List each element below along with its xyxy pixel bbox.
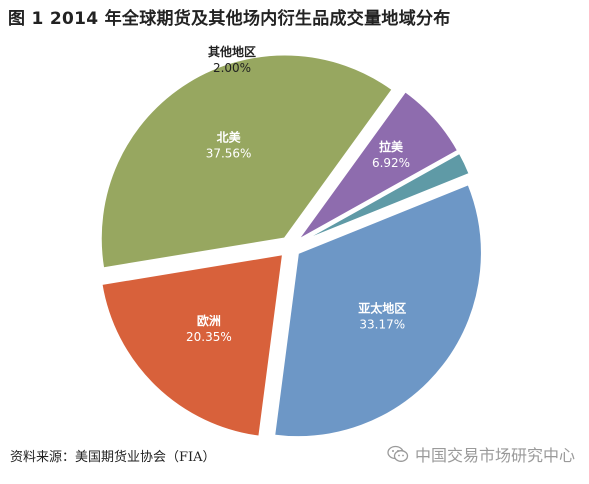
watermark: 中国交易市场研究中心 xyxy=(387,442,575,466)
slice-value-label-4: 6.92% xyxy=(372,156,410,170)
wechat-icon xyxy=(387,445,409,462)
chart-title: 图 1 2014 年全球期货及其他场内衍生品成交量地域分布 xyxy=(8,9,451,29)
source-note: 资料来源：美国期货业协会（FIA） xyxy=(10,450,216,465)
pie-slice-1 xyxy=(273,182,483,439)
slice-name-label-1: 亚太地区 xyxy=(358,300,406,315)
slice-value-label-1: 33.17% xyxy=(359,317,405,331)
watermark-text: 中国交易市场研究中心 xyxy=(414,446,575,465)
slice-name-label-4: 拉美 xyxy=(379,139,404,154)
slice-value-label-3: 37.56% xyxy=(206,147,252,161)
pie-slice-2 xyxy=(100,252,285,438)
slice-name-label-3: 北美 xyxy=(217,130,242,145)
pie-slice-4 xyxy=(296,89,460,242)
pie-slice-3 xyxy=(99,53,394,270)
slice-name-label-2: 欧洲 xyxy=(197,313,221,328)
slice-value-label-2: 20.35% xyxy=(186,330,232,344)
pie-slice-5 xyxy=(298,151,471,244)
slice-name-label-5: 其他地区 xyxy=(208,44,256,59)
slice-value-label-5: 2.00% xyxy=(213,61,251,75)
